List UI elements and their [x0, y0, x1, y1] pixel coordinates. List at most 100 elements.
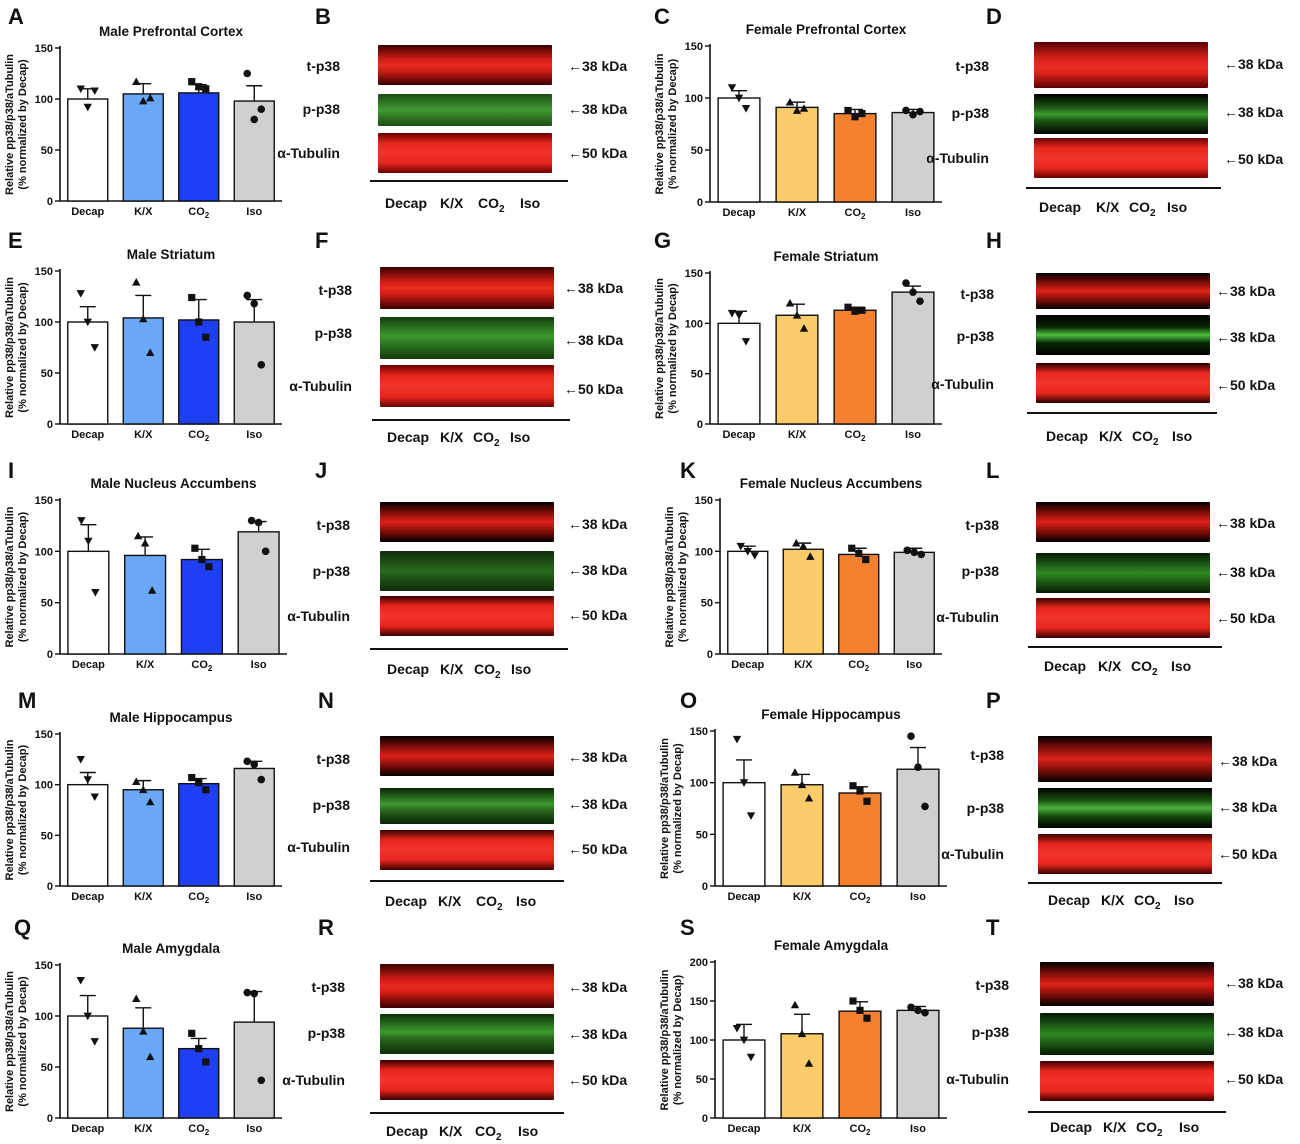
data-point-marker: [146, 93, 155, 102]
x-tick-label: CO2: [845, 429, 867, 443]
data-point-marker: [792, 538, 801, 547]
lane-label: Decap: [1048, 892, 1091, 908]
data-point-marker: [139, 1027, 148, 1035]
y-tick-label: 100: [35, 317, 53, 329]
data-point-marker: [750, 552, 759, 560]
blot-baseline: [1026, 187, 1221, 189]
data-point-marker: [90, 87, 99, 96]
data-point-marker: [736, 542, 745, 551]
data-point-marker: [863, 1014, 871, 1022]
x-tick-label: Decap: [727, 891, 760, 903]
panel-letter-b: B: [315, 4, 331, 29]
lane-label: CO: [1129, 199, 1150, 215]
bar-kx: [122, 93, 164, 202]
panel-letter-e: E: [8, 228, 23, 253]
lane-label: CO: [1136, 1119, 1157, 1135]
y-tick-label: 50: [701, 598, 713, 610]
data-point-marker: [132, 994, 141, 1003]
chart-title: Female Nucleus Accumbens: [740, 476, 923, 491]
data-point-marker: [250, 760, 259, 769]
bar-kx: [775, 106, 819, 203]
data-point-marker: [739, 779, 749, 787]
y-tick-label: 0: [47, 649, 53, 661]
lane-label: CO2: [1136, 1119, 1179, 1139]
bar-iso: [893, 551, 935, 655]
kda-marker: ←38 kDa: [568, 1026, 628, 1042]
x-tick-label: Decap: [71, 429, 104, 441]
data-point-marker: [921, 1008, 929, 1017]
bar-kx: [122, 1027, 164, 1119]
lane-label: Iso: [518, 1123, 539, 1139]
lane-label-subscript: 2: [495, 669, 501, 681]
bar-co2: [833, 309, 877, 425]
western-blot-r: t-p38 p-p38 α-Tubulin ←38 kDa ←38 kDa ←5…: [282, 962, 627, 1143]
lane-label: CO: [1132, 428, 1153, 444]
lane-labels: Decap K/X CO2 Iso: [386, 1123, 538, 1143]
blot-label-p-p38: p-p38: [951, 105, 989, 121]
western-blot-l: t-p38 p-p38 α-Tubulin ←38 kDa ←38 kDa ←5…: [936, 498, 1275, 678]
lane-label: CO: [478, 195, 499, 211]
data-point-marker: [257, 105, 266, 113]
y-axis-label: (% normalized by Decap): [17, 512, 29, 643]
data-point-marker: [916, 107, 924, 116]
data-point-marker: [910, 548, 919, 557]
lane-label: CO2: [473, 429, 510, 449]
blot-band-t-p38: [380, 502, 554, 542]
kda-marker: ←50 kDa: [1216, 377, 1276, 393]
kda-marker: ←38 kDa: [1216, 283, 1276, 299]
data-point-marker: [863, 797, 871, 805]
data-point-marker: [188, 1029, 196, 1037]
bar-kx: [780, 1033, 824, 1119]
data-point-marker: [195, 318, 203, 326]
bar-kx: [123, 554, 167, 655]
bar-iso: [233, 767, 275, 887]
panel-letter-l: L: [986, 458, 1000, 483]
bar-iso: [237, 531, 280, 655]
blot-label-t-p38: t-p38: [311, 979, 345, 995]
x-tick-label: Decap: [727, 1123, 760, 1135]
western-blot-t: t-p38 p-p38 α-Tubulin ←38 kDa ←38 kDa ←5…: [944, 960, 1283, 1140]
y-tick-label: 200: [690, 957, 708, 969]
blot-baseline: [1028, 646, 1222, 648]
y-axis-label: (% normalized by Decap): [17, 976, 29, 1107]
data-point-marker: [202, 786, 210, 794]
lane-label: CO2: [478, 195, 520, 215]
western-blot-b: t-p38 p-p38 α-Tubulin ←38 kDa ←38 kDa ←5…: [277, 40, 627, 220]
y-axis-label: (% normalized by Decap): [667, 283, 679, 414]
lane-label: Iso: [516, 893, 537, 909]
bar-iso: [891, 291, 935, 425]
lane-label: CO2: [475, 1123, 518, 1143]
bar-iso: [896, 768, 940, 887]
blot-band-p-p38: [380, 1014, 554, 1054]
x-tick-label: K/X: [788, 207, 807, 219]
bar-co2: [178, 92, 220, 202]
data-point-marker: [785, 97, 795, 106]
y-axis-label: (% normalized by Decap): [672, 743, 684, 874]
bar-decap: [67, 1015, 109, 1119]
lane-labels: Decap K/X CO2 Iso: [1044, 658, 1191, 678]
blot-label-tubulin: α-Tubulin: [936, 609, 999, 625]
blot-label-p-p38: p-p38: [971, 1024, 1009, 1040]
lane-label: Decap: [387, 661, 430, 677]
data-point-marker: [147, 586, 157, 594]
data-point-marker: [195, 83, 203, 91]
data-point-marker: [785, 299, 795, 307]
data-point-marker: [848, 544, 856, 552]
blot-label-p-p38: p-p38: [961, 563, 999, 579]
data-point-marker: [734, 311, 744, 320]
kda-marker: ←38 kDa: [1224, 1024, 1284, 1040]
blot-band-t-p38: [380, 964, 554, 1008]
data-point-marker: [790, 768, 800, 776]
kda-marker: ←38 kDa: [1224, 56, 1284, 72]
lane-label: Decap: [387, 429, 430, 445]
kda-marker: ←50 kDa: [568, 841, 628, 857]
panel-letter-n: N: [318, 688, 334, 713]
data-point-marker: [797, 1029, 807, 1038]
kda-marker: ←50 kDa: [564, 381, 624, 397]
data-point-marker: [804, 1059, 814, 1067]
data-point-marker: [84, 537, 93, 546]
y-axis-label: Relative pp38/p38/aTubulin: [659, 738, 671, 879]
bar-kx: [122, 789, 164, 887]
x-tick-label-subscript: 2: [205, 211, 210, 220]
bar-chart-female-hippocampus: Female Hippocampus Relative pp38/p38/aTub…: [659, 707, 947, 905]
